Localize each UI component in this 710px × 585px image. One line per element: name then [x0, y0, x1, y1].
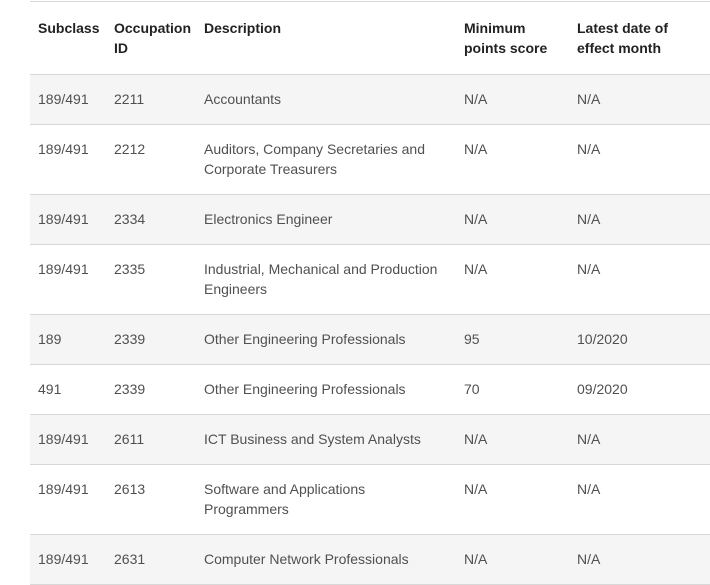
cell-latest-date: 10/2020 [577, 331, 628, 347]
cell-description: Electronics Engineer [204, 211, 333, 227]
cell-minimum-points: 70 [464, 381, 480, 397]
cell-subclass: 189/491 [38, 551, 89, 567]
cell-occupation-id: 2611 [114, 431, 145, 447]
cell-description: ICT Business and System Analysts [204, 431, 421, 447]
cell-subclass: 189/491 [38, 481, 89, 497]
cell-minimum-points: N/A [464, 551, 488, 567]
table-row: 189/491 2212 Auditors, Company Secretari… [30, 125, 710, 195]
cell-latest-date: 09/2020 [577, 381, 628, 397]
cell-minimum-points: 95 [464, 331, 480, 347]
table-row: 189/491 2211 Accountants N/A N/A [30, 74, 710, 125]
cell-latest-date: N/A [577, 211, 601, 227]
cell-minimum-points: N/A [464, 431, 488, 447]
table-row: 189 2339 Other Engineering Professionals… [30, 314, 710, 365]
header-minimum-points-score: Minimum points score [464, 20, 548, 56]
header-description: Description [204, 20, 282, 36]
cell-occupation-id: 2613 [114, 481, 146, 497]
cell-occupation-id: 2334 [114, 211, 146, 227]
cell-minimum-points: N/A [464, 481, 488, 497]
header-row: Subclass Occupation ID Description Minim… [30, 1, 710, 75]
cell-description: Auditors, Company Secretaries and Corpor… [204, 141, 425, 177]
cell-latest-date: N/A [577, 261, 601, 277]
cell-minimum-points: N/A [464, 91, 488, 107]
cell-subclass: 189/491 [38, 211, 89, 227]
cell-description: Accountants [204, 91, 282, 107]
table-row: 189/491 2335 Industrial, Mechanical and … [30, 245, 710, 315]
cell-description: Other Engineering Professionals [204, 381, 406, 397]
cell-occupation-id: 2631 [114, 551, 146, 567]
cell-subclass: 189/491 [38, 431, 89, 447]
cell-latest-date: N/A [577, 551, 601, 567]
table-row: 189/491 2611 ICT Business and System Ana… [30, 414, 710, 465]
table-row: 189/491 2334 Electronics Engineer N/A N/… [30, 194, 710, 245]
cell-occupation-id: 2335 [114, 261, 146, 277]
cell-latest-date: N/A [577, 481, 601, 497]
table-row: 189/491 2631 Computer Network Profession… [30, 534, 710, 585]
cell-minimum-points: N/A [464, 261, 488, 277]
cell-subclass: 189/491 [38, 91, 89, 107]
cell-occupation-id: 2212 [114, 141, 146, 157]
table-row: 491 2339 Other Engineering Professionals… [30, 365, 710, 415]
cell-occupation-id: 2211 [114, 91, 145, 107]
cell-description: Computer Network Professionals [204, 551, 409, 567]
header-occupation-id: Occupation ID [114, 20, 192, 56]
cell-subclass: 189/491 [38, 261, 89, 277]
cell-latest-date: N/A [577, 91, 601, 107]
cell-description: Software and Applications Programmers [204, 481, 366, 517]
occupation-table-container: Subclass Occupation ID Description Minim… [30, 1, 710, 585]
header-subclass: Subclass [38, 20, 100, 36]
cell-minimum-points: N/A [464, 141, 488, 157]
cell-occupation-id: 2339 [114, 381, 146, 397]
header-latest-date-of-effect-month: Latest date of effect month [577, 20, 669, 56]
cell-subclass: 189 [38, 331, 62, 347]
table-body: 189/491 2211 Accountants N/A N/A 189/491… [30, 74, 710, 585]
cell-latest-date: N/A [577, 141, 601, 157]
table-row: 189/491 2613 Software and Applications P… [30, 465, 710, 535]
cell-latest-date: N/A [577, 431, 601, 447]
cell-subclass: 491 [38, 381, 62, 397]
cell-subclass: 189/491 [38, 141, 89, 157]
table-header: Subclass Occupation ID Description Minim… [30, 1, 710, 75]
cell-description: Industrial, Mechanical and Production En… [204, 261, 438, 297]
cell-occupation-id: 2339 [114, 331, 146, 347]
occupation-table: Subclass Occupation ID Description Minim… [30, 1, 710, 585]
cell-minimum-points: N/A [464, 211, 488, 227]
cell-description: Other Engineering Professionals [204, 331, 406, 347]
